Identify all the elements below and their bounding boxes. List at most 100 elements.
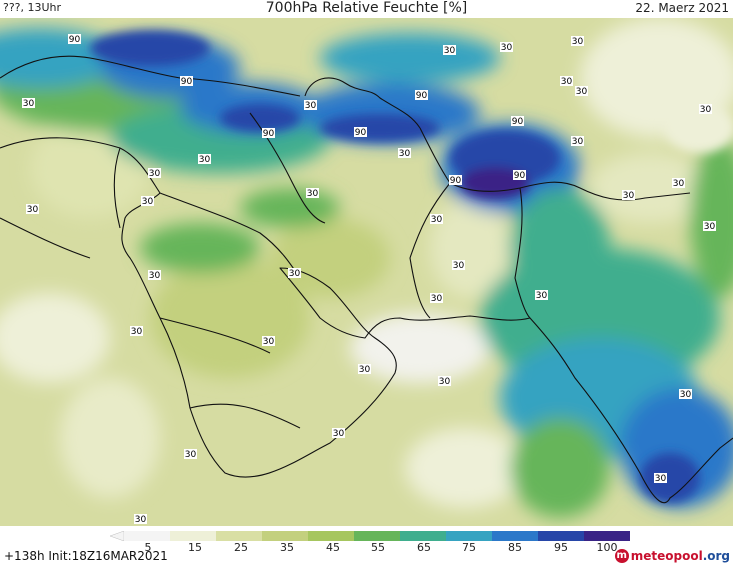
color-scale-cell bbox=[216, 531, 262, 541]
contour-label: 30 bbox=[262, 336, 275, 347]
contour-label: 30 bbox=[679, 389, 692, 400]
svg-text:30: 30 bbox=[655, 474, 667, 484]
contour-label: 30 bbox=[198, 154, 211, 165]
contour-label: 30 bbox=[148, 270, 161, 281]
contour-label: 30 bbox=[654, 473, 667, 484]
svg-text:30: 30 bbox=[135, 515, 147, 525]
svg-text:30: 30 bbox=[399, 149, 411, 159]
contour-label: 30 bbox=[288, 268, 301, 279]
svg-text:90: 90 bbox=[263, 129, 275, 139]
contour-label: 30 bbox=[141, 196, 154, 207]
contour-labels: 90 90 90 90 90 90 90 90 30 30 30 30 30 3… bbox=[22, 34, 716, 525]
svg-text:30: 30 bbox=[142, 197, 154, 207]
contour-label: 90 bbox=[511, 116, 524, 127]
svg-text:30: 30 bbox=[289, 269, 301, 279]
color-scale-tick: 15 bbox=[188, 541, 202, 554]
contour-label: 30 bbox=[622, 190, 635, 201]
humidity-map: 90 90 90 90 90 90 90 90 30 30 30 30 30 3… bbox=[0, 18, 733, 526]
logo-name: meteopool bbox=[630, 548, 703, 563]
contour-label: 90 bbox=[180, 76, 193, 87]
contour-label: 30 bbox=[358, 364, 371, 375]
color-scale-tick: 85 bbox=[508, 541, 522, 554]
svg-text:30: 30 bbox=[673, 179, 685, 189]
contour-label: 30 bbox=[452, 260, 465, 271]
contour-label: 30 bbox=[306, 188, 319, 199]
color-scale-bar bbox=[110, 531, 630, 541]
color-scale-cell bbox=[446, 531, 492, 541]
svg-text:30: 30 bbox=[576, 87, 588, 97]
map-footer: 5 15 25 35 45 55 65 75 85 95 100 +138h I… bbox=[0, 526, 733, 566]
contour-label: 30 bbox=[438, 376, 451, 387]
contour-label: 30 bbox=[130, 326, 143, 337]
color-scale-tick: 55 bbox=[371, 541, 385, 554]
color-scale-tick: 35 bbox=[280, 541, 294, 554]
contour-label: 90 bbox=[415, 90, 428, 101]
contour-label: 30 bbox=[571, 36, 584, 47]
svg-text:30: 30 bbox=[431, 215, 443, 225]
color-scale-tick: 45 bbox=[326, 541, 340, 554]
contour-label: 30 bbox=[430, 214, 443, 225]
svg-text:30: 30 bbox=[23, 99, 35, 109]
color-scale-tick: 95 bbox=[554, 541, 568, 554]
color-scale-tick: 25 bbox=[234, 541, 248, 554]
svg-text:30: 30 bbox=[305, 101, 317, 111]
svg-text:90: 90 bbox=[355, 128, 367, 138]
color-scale-cell bbox=[262, 531, 308, 541]
svg-text:30: 30 bbox=[307, 189, 319, 199]
svg-text:30: 30 bbox=[453, 261, 465, 271]
svg-text:30: 30 bbox=[704, 222, 716, 232]
svg-text:30: 30 bbox=[199, 155, 211, 165]
color-scale-cap-left bbox=[110, 531, 125, 541]
color-scale-tick: 65 bbox=[417, 541, 431, 554]
contour-label: 90 bbox=[354, 127, 367, 138]
color-scale-cell bbox=[400, 531, 446, 541]
svg-text:30: 30 bbox=[501, 43, 513, 53]
color-scale-cell bbox=[354, 531, 400, 541]
svg-text:30: 30 bbox=[572, 37, 584, 47]
color-scale-cell bbox=[492, 531, 538, 541]
contour-label: 30 bbox=[26, 204, 39, 215]
contour-label: 30 bbox=[575, 86, 588, 97]
contour-label: 30 bbox=[430, 293, 443, 304]
contour-label: 30 bbox=[571, 136, 584, 147]
contour-label: 90 bbox=[513, 170, 526, 181]
contour-label: 30 bbox=[703, 221, 716, 232]
contour-label: 90 bbox=[262, 128, 275, 139]
logo-domain: .org bbox=[702, 548, 730, 563]
contour-label: 30 bbox=[535, 290, 548, 301]
svg-text:30: 30 bbox=[333, 429, 345, 439]
meteopool-logo[interactable]: m meteopool.org bbox=[614, 547, 730, 564]
meteopool-logo-icon: m bbox=[614, 548, 629, 563]
color-scale-tick: 5 bbox=[144, 541, 152, 554]
contour-label: 30 bbox=[398, 148, 411, 159]
svg-text:30: 30 bbox=[185, 450, 197, 460]
svg-text:30: 30 bbox=[572, 137, 584, 147]
contour-label: 30 bbox=[443, 45, 456, 56]
contour-label: 30 bbox=[184, 449, 197, 460]
svg-text:90: 90 bbox=[514, 171, 526, 181]
contour-label: 30 bbox=[500, 42, 513, 53]
svg-text:90: 90 bbox=[181, 77, 193, 87]
svg-text:30: 30 bbox=[561, 77, 573, 87]
color-scale-cell bbox=[124, 531, 170, 541]
svg-text:30: 30 bbox=[623, 191, 635, 201]
contour-label: 90 bbox=[449, 175, 462, 186]
contour-label: 30 bbox=[560, 76, 573, 87]
svg-text:90: 90 bbox=[416, 91, 428, 101]
contour-label: 30 bbox=[148, 168, 161, 179]
color-scale-cell bbox=[538, 531, 584, 541]
humidity-field bbox=[0, 18, 733, 526]
svg-text:30: 30 bbox=[536, 291, 548, 301]
coastline-layer bbox=[0, 55, 733, 504]
contour-label: 30 bbox=[332, 428, 345, 439]
svg-text:30: 30 bbox=[131, 327, 143, 337]
svg-text:30: 30 bbox=[444, 46, 456, 56]
forecast-run-info: +138h Init:18Z16MAR2021 bbox=[4, 549, 168, 563]
svg-text:30: 30 bbox=[431, 294, 443, 304]
color-scale-cell bbox=[308, 531, 354, 541]
contour-label: 30 bbox=[22, 98, 35, 109]
svg-text:30: 30 bbox=[27, 205, 39, 215]
map-title: 700hPa Relative Feuchte [%] bbox=[265, 0, 468, 16]
contour-label: 30 bbox=[304, 100, 317, 111]
map-header: ???, 13Uhr 700hPa Relative Feuchte [%] 2… bbox=[0, 0, 733, 18]
